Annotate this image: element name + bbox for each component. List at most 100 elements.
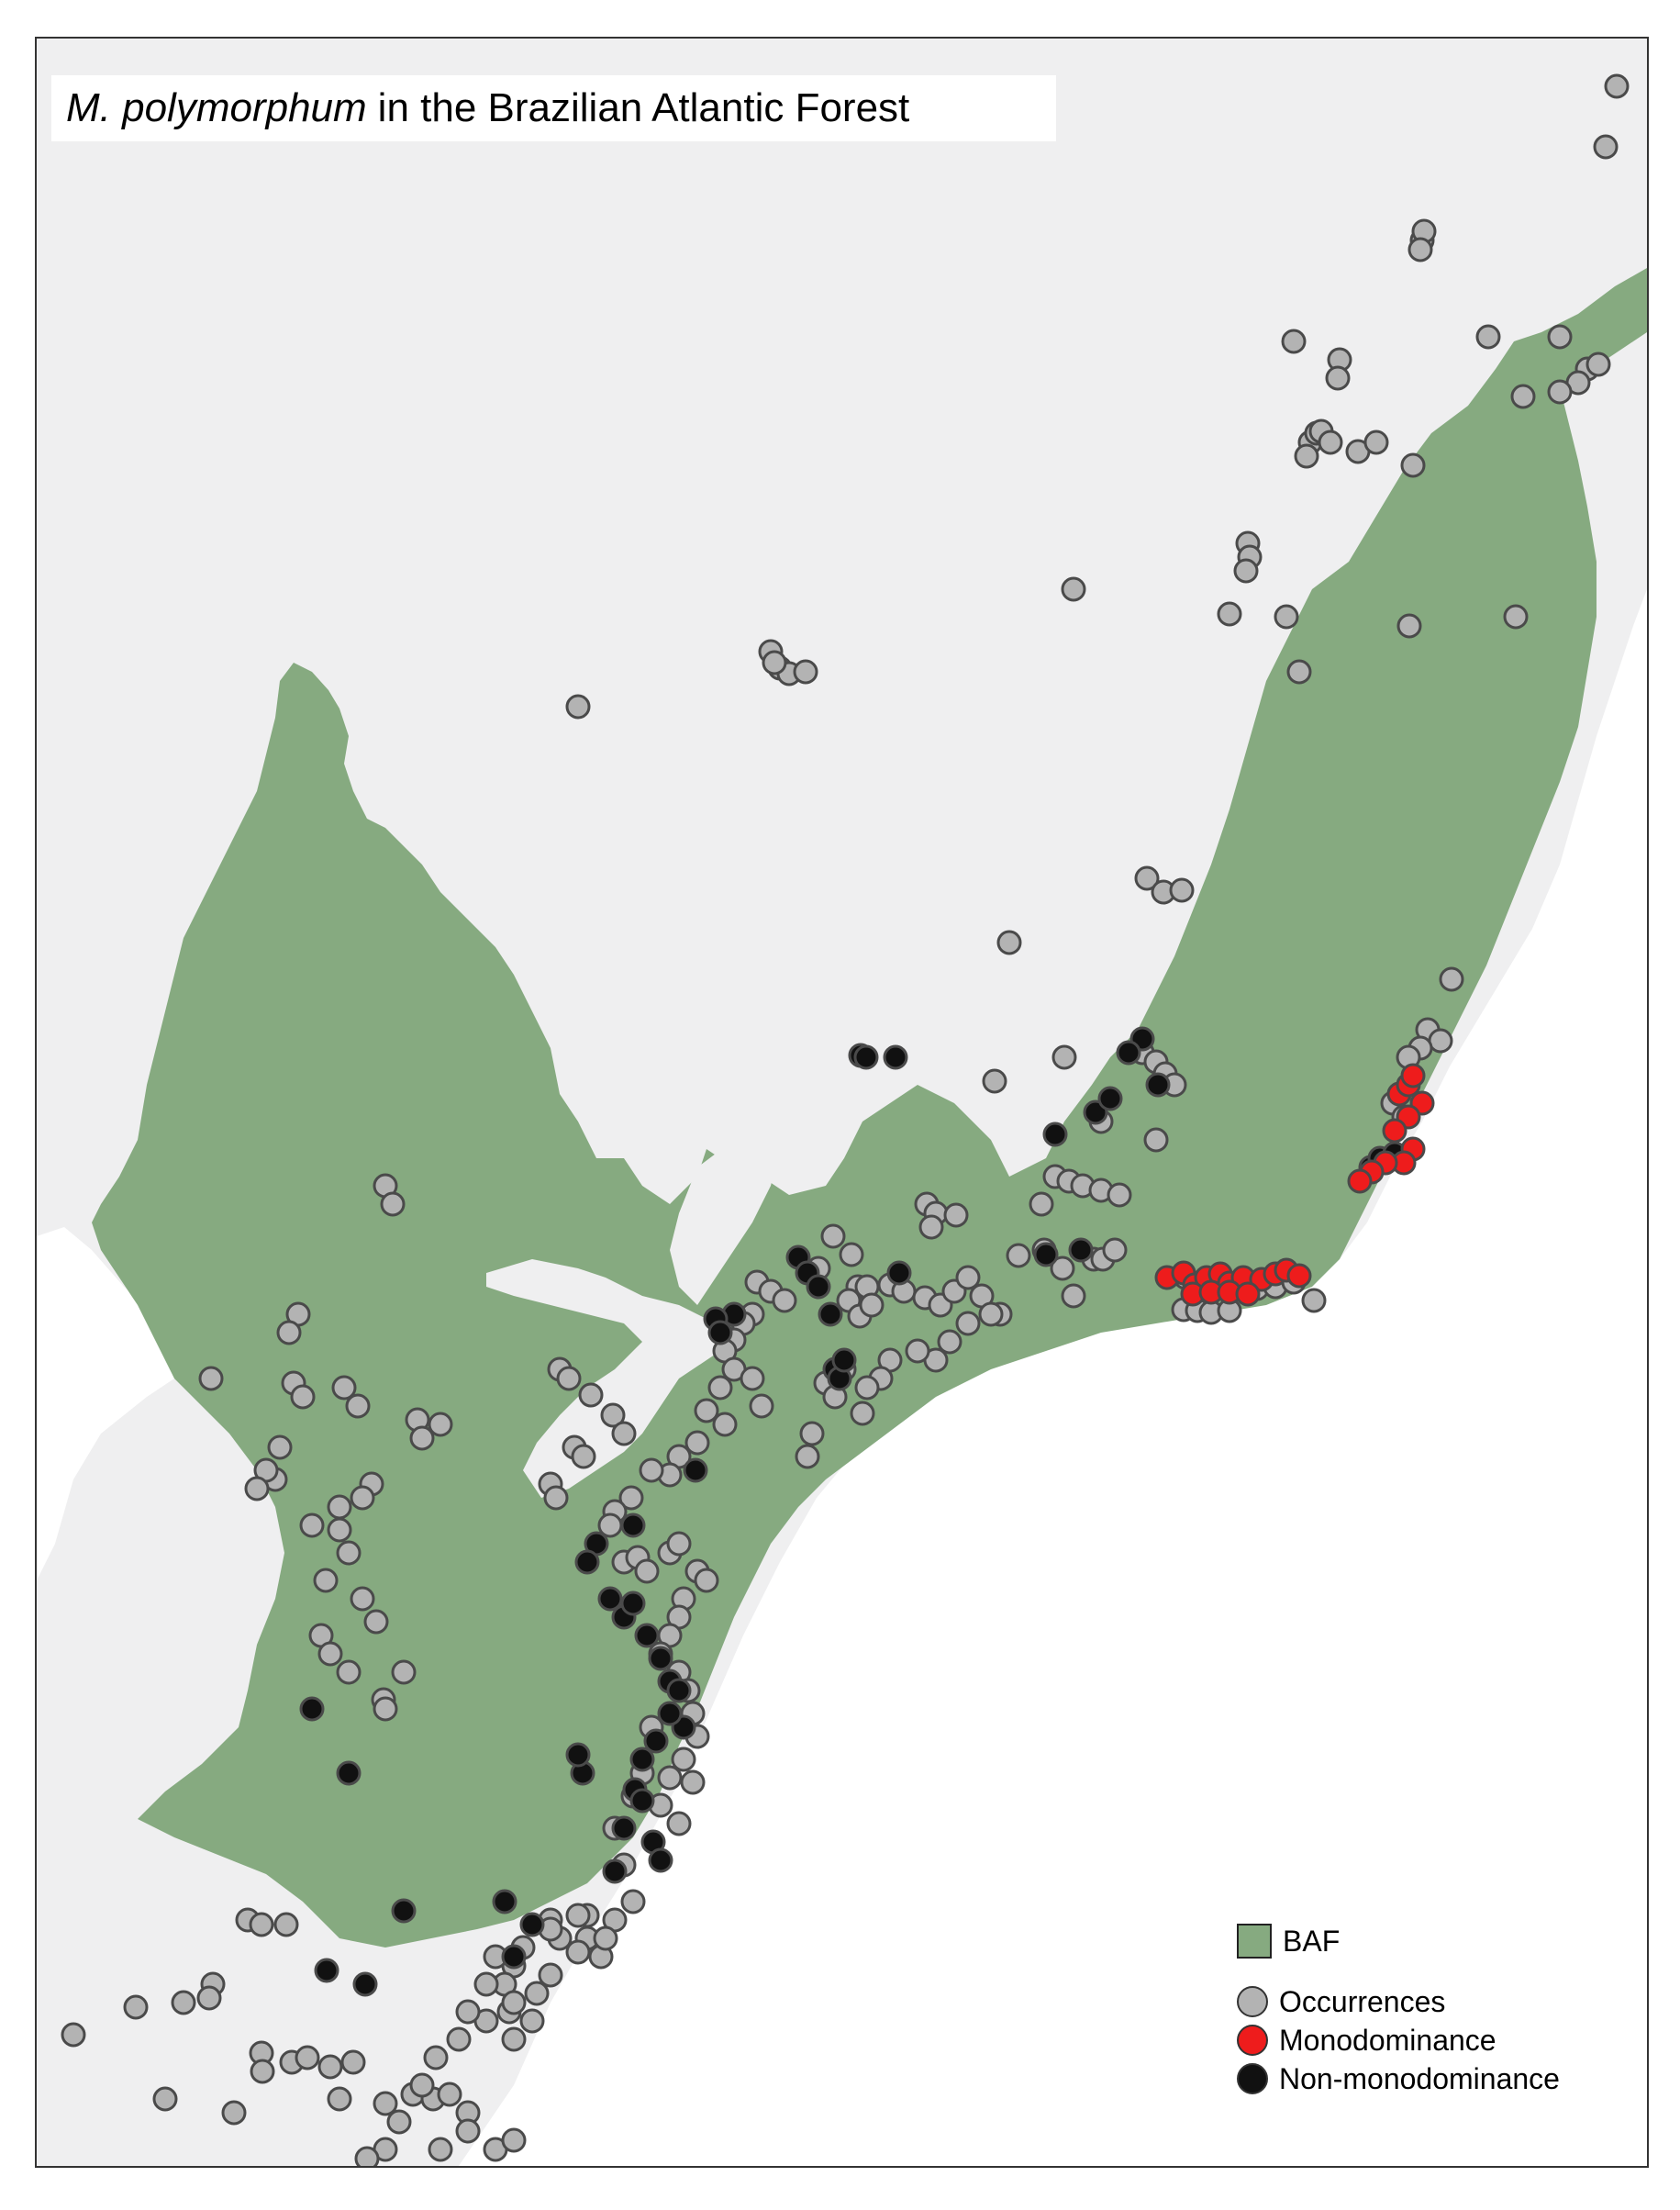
occurrence-point [820, 1223, 846, 1249]
legend: BAF Occurrences Monodominance Non-monodo… [1237, 1922, 1622, 2098]
occurrence-point [1547, 324, 1573, 350]
occurrence-point [565, 1903, 591, 1928]
occurrence-point [593, 1925, 618, 1951]
occurrence-point [978, 1301, 1004, 1327]
non-monodominance-point [314, 1958, 339, 1983]
occurrence-point [684, 1430, 710, 1456]
occurrence-point [327, 1494, 352, 1520]
occurrence-point [740, 1366, 765, 1391]
occurrence-point [955, 1265, 981, 1290]
non-monodominance-point [683, 1457, 708, 1483]
occurrence-point [313, 1568, 339, 1593]
occurrence-point [1134, 865, 1160, 891]
occurrence-point [1407, 237, 1433, 262]
occurrence-point [772, 1288, 797, 1313]
legend-item-baf: BAF [1237, 1922, 1622, 1960]
occurrence-point [386, 2109, 412, 2135]
non-monodominance-point [818, 1301, 843, 1327]
occurrence-point [423, 2045, 449, 2070]
occurrence-point [299, 1512, 325, 1538]
occurrence-point [409, 1425, 435, 1451]
occurrence-point [345, 1393, 371, 1419]
title-rest: in the Brazilian Atlantic Forest [377, 85, 910, 130]
occurrence-point [152, 2086, 178, 2112]
occurrence-point [340, 2049, 366, 2075]
occurrence-point [317, 2054, 343, 2080]
occurrence-point [276, 1320, 302, 1345]
legend-item-non-monodominance: Non-monodominance [1237, 2059, 1622, 2098]
occurrence-point [694, 1398, 719, 1423]
occurrence-point [1061, 576, 1086, 602]
occurrence-point [244, 1476, 270, 1501]
occurrence-point [524, 1981, 550, 2006]
occurrence-point [712, 1412, 738, 1437]
occurrence-point [762, 650, 787, 675]
occurrence-point [671, 1747, 696, 1772]
map-canvas [37, 39, 1647, 2166]
occurrence-point [1363, 430, 1389, 455]
non-monodominance-point [602, 1858, 628, 1884]
occurrence-point [1286, 659, 1312, 685]
non-monodominance-point [648, 1847, 673, 1873]
occurrence-point [1475, 324, 1501, 350]
non-monodominance-point [1033, 1242, 1059, 1267]
monodominance-point [1235, 1281, 1261, 1307]
occurrence-point [634, 1558, 660, 1584]
occurrence-point [565, 694, 591, 720]
points-layer [61, 73, 1630, 2166]
occurrence-point [1396, 613, 1422, 639]
land-enclave [486, 1259, 734, 1498]
occurrence-point [373, 2091, 398, 2116]
occurrence-point [473, 1971, 499, 1997]
non-monodominance-point [299, 1696, 325, 1722]
occurrence-point [1301, 1288, 1327, 1313]
occurrence-point [680, 1769, 706, 1795]
monodominance-point [1347, 1168, 1373, 1194]
non-monodominance-point [352, 1971, 378, 1997]
non-monodominance-dot-icon [1237, 2063, 1268, 2094]
occurrence-point [354, 2146, 380, 2166]
non-monodominance-point [1116, 1040, 1141, 1066]
occurrence-point [982, 1068, 1007, 1094]
occurrence-point [937, 1329, 962, 1355]
occurrence-point [1233, 558, 1259, 584]
occurrence-point [955, 1311, 981, 1336]
occurrence-point [1510, 384, 1536, 409]
occurrence-point [1050, 1256, 1075, 1281]
occurrence-point [943, 1202, 969, 1228]
occurrence-point [707, 1375, 733, 1401]
occurrence-point [600, 1402, 626, 1428]
occurrence-point [295, 2045, 320, 2070]
non-monodominance-point [1042, 1122, 1068, 1147]
non-monodominance-point [565, 1742, 591, 1768]
occurrence-point [373, 1696, 398, 1722]
occurrence-point [501, 1990, 527, 2015]
occurrence-point [1061, 1283, 1086, 1309]
monodominance-point [1286, 1263, 1312, 1289]
legend-label-occurrences: Occurrences [1279, 1984, 1446, 2018]
occurrence-point [1400, 452, 1426, 478]
occurrence-point [1593, 134, 1619, 160]
non-monodominance-point [707, 1320, 733, 1345]
occurrence-point [1325, 365, 1351, 391]
non-monodominance-point [831, 1347, 857, 1373]
occurrence-point [249, 1912, 274, 1937]
occurrence-point [221, 2100, 247, 2126]
legend-label-baf: BAF [1283, 1924, 1341, 1958]
occurrence-point [336, 1659, 362, 1685]
map-frame: M. polymorphum in the Brazilian Atlantic… [35, 37, 1649, 2168]
occurrence-point [501, 2127, 527, 2153]
occurrence-point [171, 1990, 196, 2015]
occurrence-point [437, 2082, 462, 2107]
occurrence-point [446, 2026, 472, 2052]
occurrence-point [1107, 1182, 1132, 1208]
occurrence-point [749, 1393, 774, 1419]
baf-swatch-icon [1237, 1924, 1272, 1959]
occurrence-point [1547, 379, 1573, 405]
occurrence-point [565, 1939, 591, 1965]
occurrence-point [666, 1811, 692, 1836]
non-monodominance-point [886, 1260, 912, 1286]
occurrence-point [859, 1292, 885, 1318]
occurrence-point [1029, 1191, 1054, 1217]
occurrence-point [905, 1338, 930, 1364]
